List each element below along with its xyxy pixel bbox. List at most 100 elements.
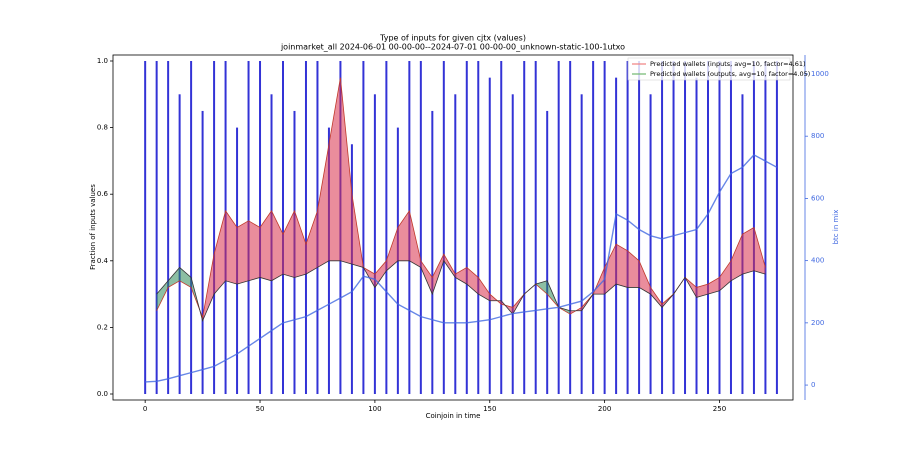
bar [638,60,641,395]
bar [775,60,778,395]
bar [178,94,181,395]
y2-tick-label: 600 [811,194,824,202]
bar [534,60,537,395]
bar [454,94,457,395]
bar [419,60,422,395]
fill-between [225,210,238,285]
y2-axis-label: btc in mix [832,210,840,245]
bar [304,60,307,395]
bar [649,94,652,395]
legend-label: Predicted wallets (inputs, avg=10, facto… [650,60,806,68]
plot-area [144,60,778,395]
fill-between [328,77,341,261]
chart-title: Type of inputs for given cjtx (values) [379,34,526,43]
fill-between [214,210,226,295]
y-tick-label: 0.4 [97,257,109,265]
fill-between [650,287,663,308]
bar [661,60,664,395]
fill-between [294,210,306,278]
fill-between [420,260,433,295]
bar [500,60,503,395]
bar [350,144,353,395]
bar [592,60,595,395]
bar [615,77,618,395]
fill-between [237,220,249,285]
bar [282,60,284,395]
bar [477,60,480,395]
chart-subtitle: joinmarket_all 2024-06-01 00-00-00--2024… [280,43,625,52]
fill-between [730,234,743,281]
y-tick-label: 1.0 [97,57,108,65]
bar [557,60,560,395]
y2-tick-label: 400 [811,257,824,265]
x-tick-label: 100 [368,405,381,413]
bar [523,60,526,395]
fill-between [478,277,490,301]
fill-between [156,280,169,311]
series-line [156,259,766,322]
fill-between [271,210,283,281]
fill-between [248,220,261,281]
fill-between [455,267,467,285]
x-axis-label: Coinjoin in time [426,412,481,420]
y2-tick-label: 800 [811,132,824,140]
y-tick-label: 0.8 [97,124,108,132]
plot-frame [112,54,794,401]
y2-tick-label: 200 [811,319,824,327]
y-tick-label: 0.2 [97,323,108,331]
bar [465,60,468,395]
y-axis-label: Fraction of inputs values [89,184,97,270]
fill-between [305,210,318,275]
bar [190,60,193,395]
fill-between [283,210,295,278]
fill-between [374,260,387,288]
x-tick-label: 0 [143,405,147,413]
bar [672,60,675,395]
bar [201,110,204,395]
legend-box [627,57,791,81]
bar [144,60,147,395]
y2-tick-label: 1000 [811,70,829,78]
bar [695,77,698,395]
bar [603,60,606,395]
series-line [145,153,778,383]
x-tick-label: 200 [598,405,611,413]
y2-tick-label: 0 [811,381,815,389]
fill-between [466,267,479,295]
fill-between [443,254,456,278]
bar [707,60,709,395]
bar [488,77,491,395]
bar [373,94,376,395]
bar [729,60,732,395]
series-line [156,77,766,319]
fill-between [535,280,548,295]
bar [764,60,767,395]
fill-between [386,227,398,271]
x-tick-label: 250 [713,405,726,413]
fill-between [616,244,628,288]
fill-between [627,250,640,288]
bar [546,110,549,395]
bar [569,60,572,395]
bar [442,60,445,395]
bar [511,94,514,395]
fill-between [708,277,720,295]
fill-between [696,284,708,298]
fill-between [753,227,766,275]
fill-between [604,244,617,295]
fill-between [639,260,651,295]
bar [362,60,365,395]
bar [684,60,687,395]
y-tick-label: 0.0 [97,390,108,398]
fill-between [742,227,754,275]
x-tick-label: 50 [256,405,265,413]
bar [167,60,170,395]
fill-between [397,210,410,261]
fill-between [340,77,352,265]
legend: Predicted wallets (inputs, avg=10, facto… [627,57,810,81]
x-tick-label: 150 [483,405,496,413]
y-tick-label: 0.6 [97,190,109,198]
bar [431,110,434,395]
fill-between [260,210,272,281]
